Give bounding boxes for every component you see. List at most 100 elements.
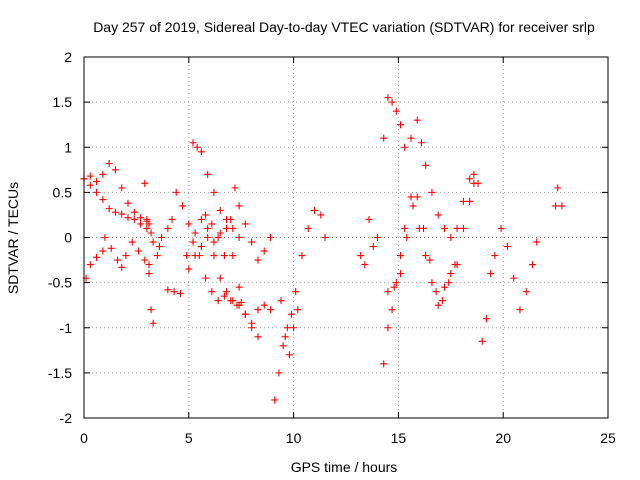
data-point (202, 211, 210, 219)
data-point (428, 188, 436, 196)
data-point (93, 178, 101, 186)
data-point (459, 197, 467, 205)
data-point (260, 301, 268, 309)
data-point (373, 234, 381, 241)
x-tick-label: 0 (80, 430, 88, 446)
data-point (396, 270, 404, 278)
y-tick-label: 0.5 (53, 184, 73, 200)
data-point (277, 297, 285, 305)
data-point (459, 224, 467, 232)
data-point (413, 193, 421, 201)
data-point (143, 215, 151, 223)
data-point (558, 202, 566, 210)
series-trace-4 (141, 179, 157, 327)
data-point (409, 202, 417, 210)
chart-title: Day 257 of 2019, Sidereal Day-to-day VTE… (93, 19, 595, 35)
data-point (189, 238, 197, 246)
data-point (214, 297, 222, 305)
data-point (183, 252, 191, 260)
data-point (434, 301, 442, 309)
series-trace-12 (277, 297, 302, 359)
data-point (145, 261, 153, 269)
data-point (254, 333, 262, 341)
data-point (189, 139, 197, 147)
data-point (497, 224, 505, 232)
data-point (208, 288, 216, 296)
data-point (130, 208, 138, 216)
y-tick-labels: -2 -1.5 -1 -0.5 0 0.5 1 1.5 2 (48, 49, 72, 426)
data-point (147, 306, 155, 314)
y-axis-title: SDTVAR / TECUs (5, 182, 21, 294)
data-point (122, 252, 130, 260)
data-point (321, 234, 329, 241)
data-point (407, 134, 415, 142)
series-trace-8 (189, 139, 262, 341)
series-trace-9 (185, 234, 275, 327)
x-tick-labels: 0 5 10 15 20 25 (80, 430, 616, 446)
data-point (388, 98, 396, 106)
data-point (390, 283, 398, 291)
data-point (93, 188, 101, 196)
x-tick-label: 15 (391, 430, 407, 446)
series-trace-2 (80, 175, 155, 237)
y-tick-label: 1 (64, 139, 72, 155)
data-point (311, 206, 319, 214)
data-point (229, 297, 237, 305)
data-point (298, 252, 306, 260)
data-point (267, 306, 275, 314)
data-point (124, 214, 132, 222)
data-point (227, 215, 235, 223)
data-point (482, 315, 490, 323)
data-point (145, 270, 153, 278)
data-point (248, 319, 256, 327)
series-trace-19 (552, 184, 566, 210)
data-point (503, 243, 511, 251)
data-point (216, 274, 224, 282)
data-point (210, 188, 218, 196)
data-point (197, 243, 205, 251)
series-trace-17 (384, 179, 478, 309)
data-point (441, 283, 449, 291)
series-trace-14 (365, 215, 381, 251)
data-point (396, 121, 404, 129)
data-point (285, 351, 293, 359)
series-trace-11 (271, 206, 329, 404)
data-point (153, 252, 161, 260)
data-points (80, 94, 566, 404)
data-point (470, 179, 478, 187)
data-point (533, 238, 541, 246)
data-point (191, 252, 199, 260)
series-trace-5 (145, 220, 166, 260)
data-point (401, 224, 409, 232)
data-point (168, 215, 176, 223)
data-point (176, 289, 184, 297)
data-point (86, 181, 94, 189)
y-tick-label: 2 (64, 49, 72, 65)
data-point (235, 202, 243, 210)
data-point (478, 337, 486, 345)
data-point (403, 234, 411, 241)
data-point (361, 261, 369, 269)
data-point (231, 184, 239, 192)
data-point (516, 306, 524, 314)
data-point (380, 134, 388, 142)
y-tick-label: 1.5 (53, 94, 73, 110)
data-point (466, 197, 474, 205)
data-point (210, 238, 218, 246)
data-point (466, 175, 474, 183)
data-point (241, 310, 249, 318)
x-tick-label: 5 (185, 430, 193, 446)
data-point (118, 210, 126, 218)
data-point (413, 116, 421, 124)
data-point (149, 238, 157, 246)
data-point (216, 229, 224, 237)
data-point (417, 139, 425, 147)
grid (84, 57, 608, 418)
data-point (141, 256, 149, 264)
data-point (388, 306, 396, 314)
series-trace-7 (164, 188, 243, 246)
data-point (422, 252, 430, 260)
data-point (470, 170, 478, 178)
data-point (134, 247, 142, 255)
data-point (529, 261, 537, 269)
